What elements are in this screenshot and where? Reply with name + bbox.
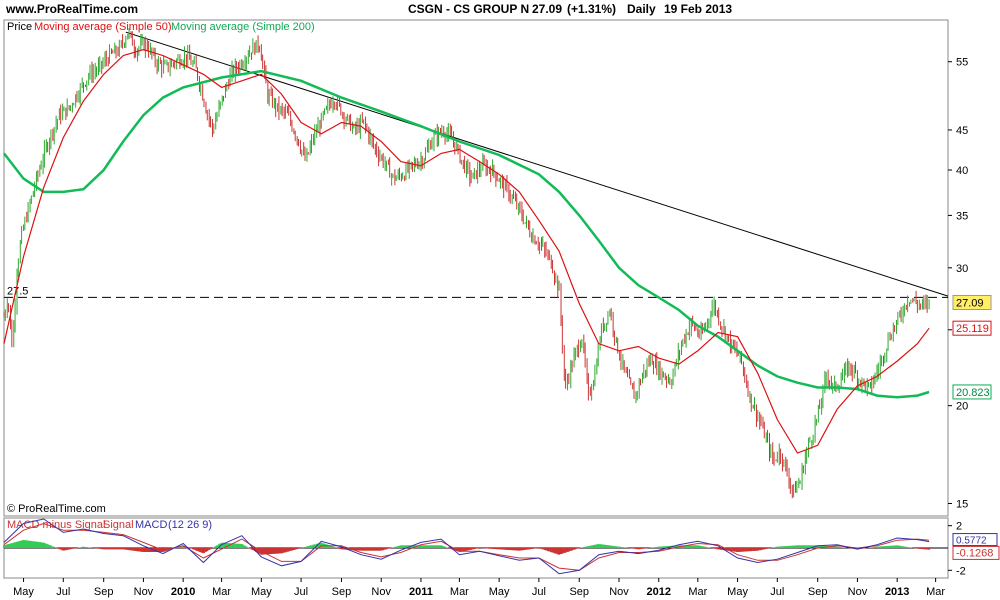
- value-badge: [952, 320, 992, 336]
- ma50-line: [3, 48, 930, 454]
- macd-value-label: 0.5772: [956, 536, 987, 547]
- value-badge-label: 20.823: [956, 387, 990, 399]
- period-label: Daily: [627, 2, 656, 16]
- x-tick-label: Mar: [688, 586, 707, 598]
- main-panel: [3, 19, 949, 517]
- y-tick-label: 45: [956, 125, 968, 137]
- copyright-label: © ProRealTime.com: [7, 503, 106, 515]
- macd-y-tick-label: -2: [956, 565, 966, 577]
- legend-ma50: Moving average (Simple 50): [34, 21, 172, 33]
- legend-ma200: Moving average (Simple 200): [171, 21, 315, 33]
- x-tick-label: May: [13, 586, 34, 598]
- x-tick-label: Jul: [294, 586, 308, 598]
- x-tick-label: Sep: [569, 586, 589, 598]
- x-tick-label: Mar: [212, 586, 231, 598]
- ma200-line: [3, 69, 930, 399]
- value-badge: [952, 295, 992, 311]
- x-tick-label: Jul: [770, 586, 784, 598]
- x-tick-label: Sep: [332, 586, 352, 598]
- y-tick-label: 55: [956, 57, 968, 69]
- x-tick-label: Mar: [450, 586, 469, 598]
- y-tick-label: 15: [956, 498, 968, 510]
- macd-legend-signal: Signal: [103, 519, 134, 531]
- x-tick-label: Jul: [56, 586, 70, 598]
- x-tick-label: Sep: [94, 586, 114, 598]
- x-tick-label: Nov: [848, 586, 868, 598]
- change-label: (+1.31%): [567, 2, 616, 16]
- x-tick-label: Sep: [808, 586, 828, 598]
- x-tick-label: May: [489, 586, 510, 598]
- site-title: www.ProRealTime.com: [5, 2, 138, 16]
- value-badge-label: 25.119: [956, 323, 989, 335]
- macd-legend-macd: MACD: [135, 519, 167, 531]
- x-tick-label: 2011: [409, 586, 433, 598]
- macd-hist-label: -0.1268: [956, 547, 993, 559]
- level-label: 27.5: [7, 285, 28, 297]
- x-tick-label: Mar: [926, 586, 945, 598]
- signal-line: [3, 522, 930, 571]
- date-label: 19 Feb 2013: [664, 2, 732, 16]
- macd-y-tick-label: 2: [956, 521, 962, 533]
- value-badge-label: 27.09: [956, 298, 984, 310]
- y-tick-label: 20: [956, 401, 968, 413]
- value-badge: [952, 384, 992, 400]
- macd-line: [3, 518, 930, 575]
- x-tick-label: May: [727, 586, 748, 598]
- x-tick-label: Nov: [134, 586, 154, 598]
- y-tick-label: 35: [956, 210, 968, 222]
- x-tick-label: 2013: [885, 586, 909, 598]
- x-tick-label: May: [251, 586, 272, 598]
- legend-price: Price: [7, 21, 32, 33]
- y-tick-label: 30: [956, 263, 968, 275]
- symbol-label: CSGN - CS GROUP N: [408, 2, 529, 16]
- x-tick-label: 2010: [171, 586, 195, 598]
- x-tick-label: Nov: [609, 586, 629, 598]
- price-label: 27.09: [532, 2, 562, 16]
- x-tick-label: Jul: [532, 586, 546, 598]
- x-tick-label: 2012: [646, 586, 670, 598]
- x-tick-label: Nov: [371, 586, 391, 598]
- y-tick-label: 40: [956, 165, 968, 177]
- macd-value-badge: [952, 533, 998, 547]
- macd-hist-badge: [952, 545, 1000, 560]
- macd-legend-params: (12 26 9): [168, 519, 212, 531]
